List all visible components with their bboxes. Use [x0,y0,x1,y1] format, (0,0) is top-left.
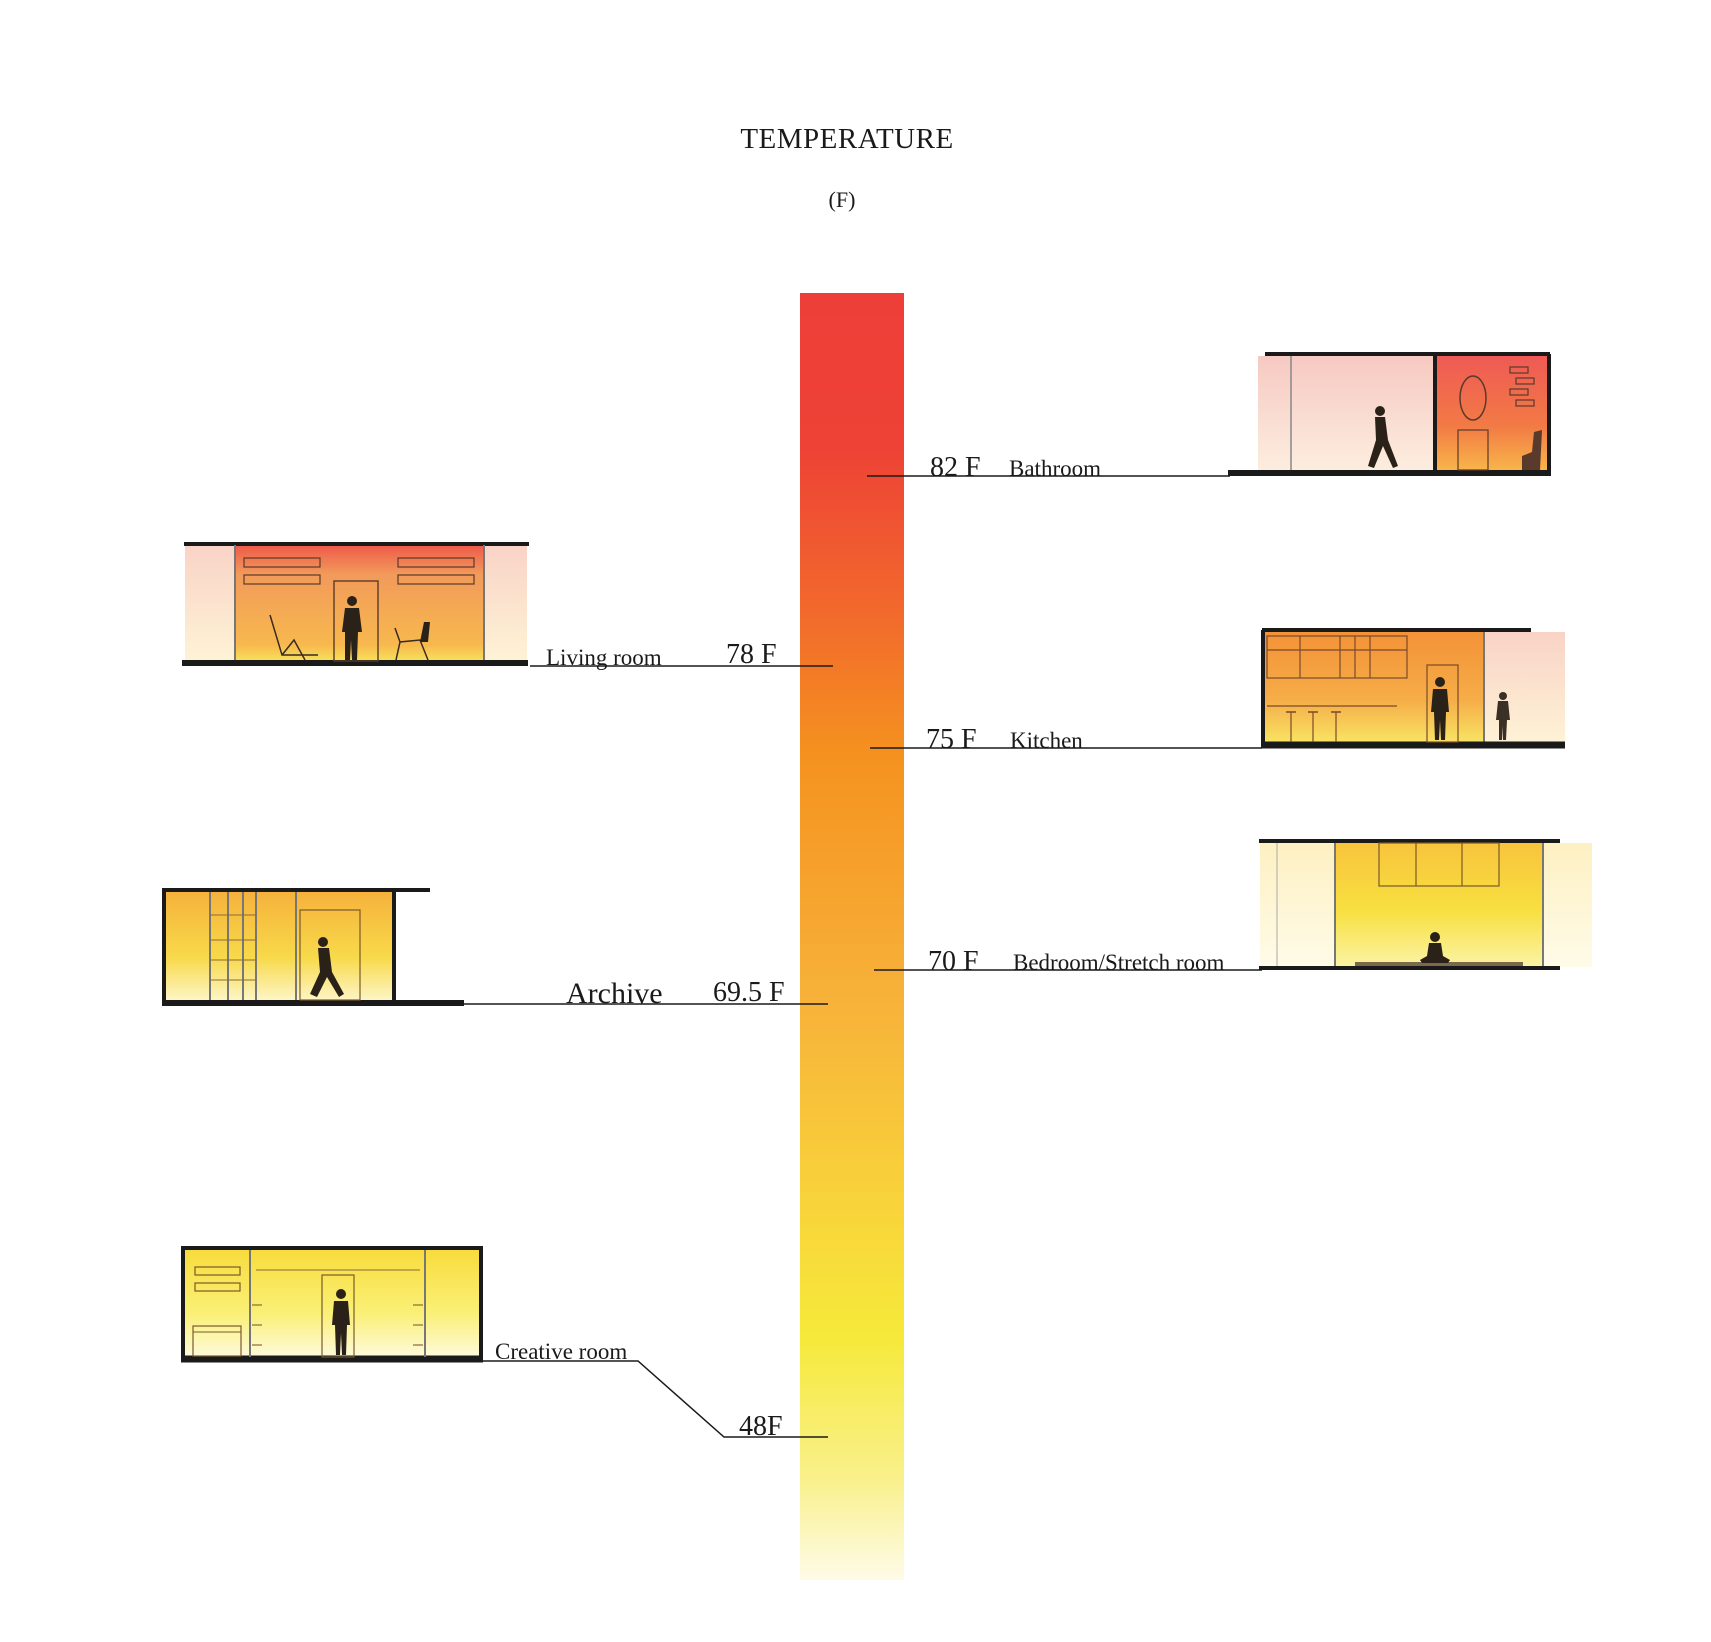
section-kitchen [1261,628,1565,749]
room-label-creative: Creative room [495,1339,627,1364]
room-label-living: Living room [546,645,662,670]
leader-line-creative [482,1360,828,1438]
person-standing-icon [342,596,362,660]
temp-label-kitchen: 75 F [926,724,977,755]
person-walking-icon [1368,406,1398,468]
person-sitting-icon [1420,932,1450,963]
room-label-archive: Archive [566,977,663,1010]
temperature-scale-bar [800,293,904,1580]
section-creative [181,1246,483,1363]
temp-label-bathroom: 82 F [930,452,981,483]
section-bathroom [1228,352,1551,476]
section-archive [162,888,464,1006]
temp-label-bedroom: 70 F [928,946,979,977]
room-label-bathroom: Bathroom [1009,456,1101,481]
temp-label-archive: 69.5 F [713,977,785,1008]
person-standing-icon [1496,692,1510,740]
section-living [182,542,529,666]
room-label-bedroom: Bedroom/Stretch room [1013,950,1225,975]
person-standing-icon [332,1289,350,1355]
room-living: Living room 78 F [182,542,833,670]
room-archive: Archive 69.5 F [162,888,828,1010]
room-kitchen: 75 F Kitchen [870,628,1565,755]
room-bedroom: 70 F Bedroom/Stretch room [874,839,1592,977]
room-bathroom: 82 F Bathroom [867,352,1551,483]
person-walking-icon [310,937,344,997]
temp-label-living: 78 F [726,639,777,670]
person-standing-icon [1431,677,1449,740]
room-label-kitchen: Kitchen [1010,728,1083,753]
section-bedroom [1259,839,1592,970]
unit-label: (F) [829,187,856,212]
diagram-title: TEMPERATURE [740,123,953,155]
room-creative: Creative room 48F [181,1246,828,1442]
temp-label-creative: 48F [739,1411,783,1442]
